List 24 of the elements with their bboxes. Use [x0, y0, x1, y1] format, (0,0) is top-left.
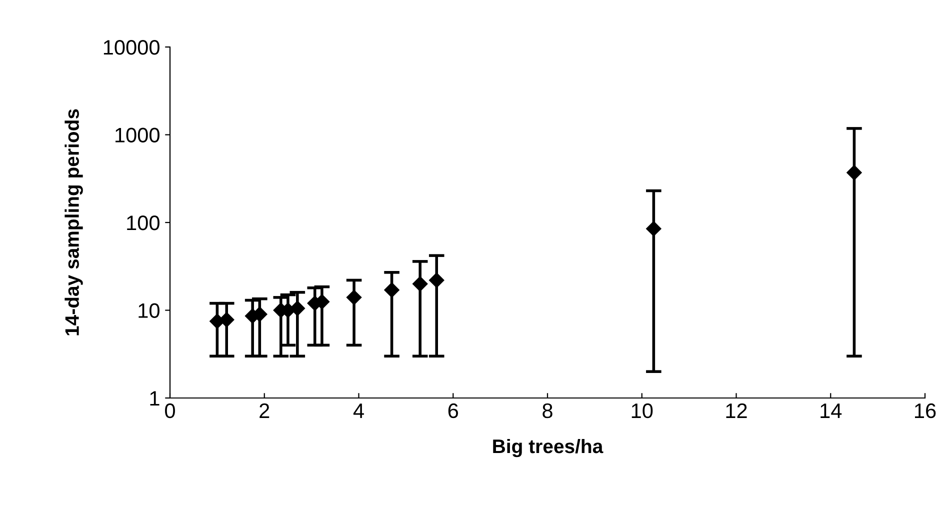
point: [219, 312, 234, 328]
x-tick-label: 6: [448, 403, 458, 418]
x-tick-label: 14: [820, 404, 842, 418]
x-tick-label: 10: [632, 403, 653, 418]
point: [646, 221, 662, 236]
x-tick-label: 12: [726, 403, 747, 418]
y-tick-label: 10: [138, 303, 160, 318]
point: [846, 165, 862, 180]
x-tick-label: 4: [353, 404, 364, 418]
x-axis-title: Big trees/ha: [493, 438, 604, 458]
y-tick-label: 100: [127, 216, 160, 230]
y-tick-label: 1: [150, 391, 160, 406]
y-tick-label: 1000: [116, 128, 160, 143]
y-tick-label: 10000: [104, 40, 160, 55]
x-tick-label: 16: [915, 403, 936, 418]
x-tick-label: 8: [542, 403, 552, 418]
point: [290, 300, 305, 316]
y-axis-title: 14-day sampling periods: [64, 109, 83, 336]
point: [346, 290, 362, 305]
x-tick-label: 2: [260, 403, 270, 418]
point: [429, 272, 444, 288]
point: [384, 282, 400, 298]
point: [412, 276, 428, 292]
x-tick-label: 0: [165, 403, 175, 418]
